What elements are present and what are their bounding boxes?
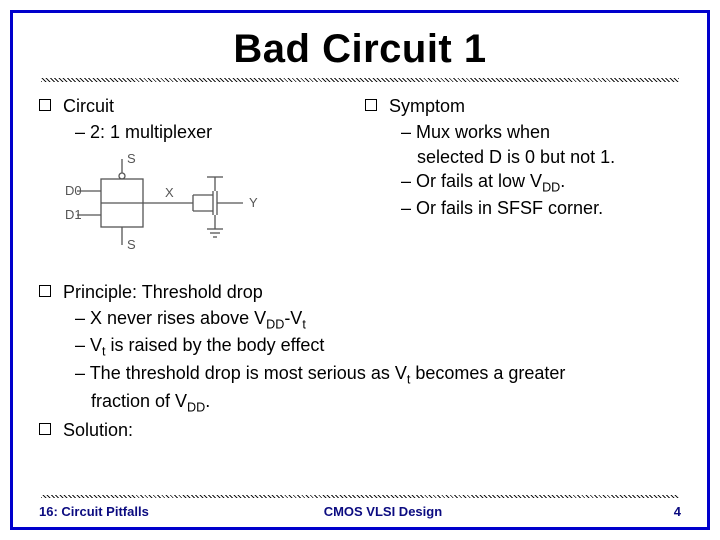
symptom-sub1b: selected D is 0 but not 1.: [417, 145, 681, 169]
mux-circuit-diagram: D0 D1 S S X Y: [65, 151, 285, 261]
title-divider: [41, 78, 679, 82]
footer-left: 16: Circuit Pitfalls: [39, 504, 264, 519]
principle-p2: Vt is raised by the body effect: [75, 333, 681, 361]
footer-page: 4: [617, 504, 681, 519]
slide-title: Bad Circuit 1: [39, 27, 681, 72]
circuit-heading: Circuit: [39, 94, 355, 118]
symptom-sub2: Or fails at low VDD.: [401, 169, 681, 197]
symptom-heading: Symptom: [365, 94, 681, 118]
square-bullet-icon: [39, 99, 51, 111]
symptom-sub1a: Mux works when: [401, 120, 681, 144]
right-column: Symptom Mux works when selected D is 0 b…: [365, 94, 681, 266]
two-column-row: Circuit 2: 1 multiplexer: [39, 94, 681, 266]
principle-p1: X never rises above VDD-Vt: [75, 306, 681, 334]
left-column: Circuit 2: 1 multiplexer: [39, 94, 355, 266]
label-s-top: S: [127, 151, 136, 166]
label-x: X: [165, 185, 174, 200]
principle-p3b: fraction of VDD.: [91, 389, 681, 417]
label-s-bot: S: [127, 237, 136, 252]
principle-heading-text: Principle: Threshold drop: [63, 280, 263, 304]
label-y: Y: [249, 195, 258, 210]
square-bullet-icon: [39, 423, 51, 435]
principle-p3a: The threshold drop is most serious as Vt…: [75, 361, 681, 389]
circuit-heading-text: Circuit: [63, 94, 114, 118]
square-bullet-icon: [39, 285, 51, 297]
solution-heading: Solution:: [39, 418, 681, 442]
principle-heading: Principle: Threshold drop: [39, 280, 681, 304]
footer-divider: [41, 495, 679, 498]
slide-footer: 16: Circuit Pitfalls CMOS VLSI Design 4: [39, 495, 681, 519]
circuit-sub1: 2: 1 multiplexer: [75, 120, 355, 144]
slide-frame: Bad Circuit 1 Circuit 2: 1 multiplexer: [10, 10, 710, 530]
symptom-sub3: Or fails in SFSF corner.: [401, 196, 681, 220]
label-d1: D1: [65, 207, 82, 222]
footer-center: CMOS VLSI Design: [264, 504, 617, 519]
symptom-heading-text: Symptom: [389, 94, 465, 118]
square-bullet-icon: [365, 99, 377, 111]
solution-text: Solution:: [63, 418, 133, 442]
label-d0: D0: [65, 183, 82, 198]
